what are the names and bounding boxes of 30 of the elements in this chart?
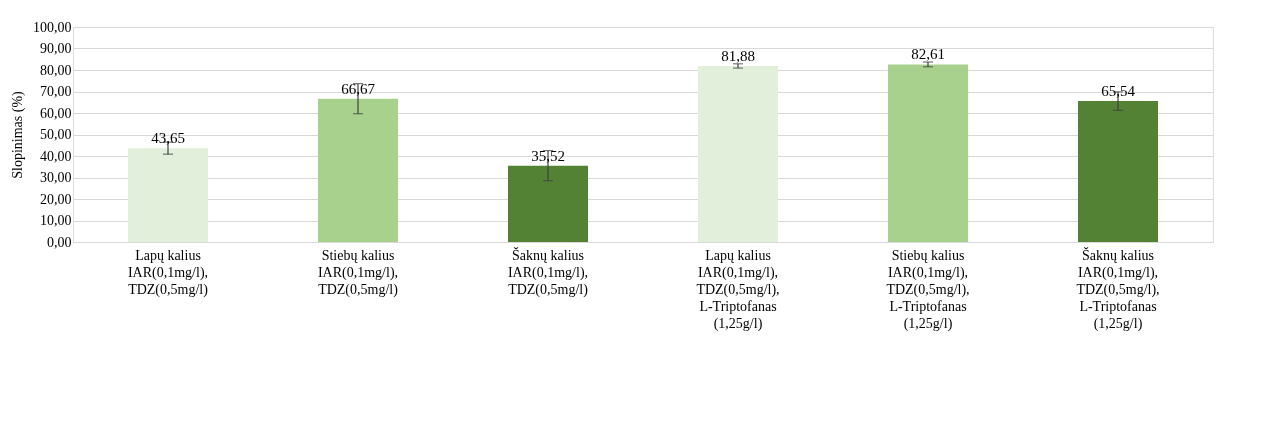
x-tick-label: Lapų kalius IAR(0,1mg/l), TDZ(0,5mg/l), L-Triptofanas (1,25g/l) — [696, 247, 780, 332]
data-label: 43,65 — [151, 130, 185, 147]
x-tick-label: Šaknų kalius IAR(0,1mg/l), TDZ(0,5mg/l) — [507, 246, 589, 298]
y-axis-title: Slopinimas (%) — [10, 90, 26, 179]
data-label: 66,67 — [341, 80, 376, 97]
bar — [1078, 101, 1158, 242]
bar — [888, 64, 968, 242]
y-tick-label: 90,00 — [40, 41, 72, 56]
x-tick-label: Lapų kalius IAR(0,1mg/l), TDZ(0,5mg/l) — [127, 247, 209, 298]
y-tick-label: 70,00 — [40, 84, 72, 99]
y-tick-label: 60,00 — [40, 105, 72, 121]
bar — [508, 165, 588, 242]
x-tick-label: Šaknų kalius IAR(0,1mg/l), TDZ(0,5mg/l), L-Triptofanas (1,25g/l) — [1076, 246, 1160, 332]
data-label: 35,52 — [531, 147, 565, 164]
y-tick-label: 100,00 — [33, 19, 72, 35]
y-tick-label: 40,00 — [40, 148, 72, 164]
y-tick-label: 0,00 — [47, 234, 72, 250]
bar — [318, 98, 398, 242]
data-label: 81,88 — [721, 47, 755, 64]
data-label: 82,61 — [911, 46, 945, 63]
y-tick-label: 10,00 — [40, 213, 72, 228]
bar — [698, 65, 778, 242]
y-tick-label: 50,00 — [40, 127, 72, 142]
y-tick-label: 30,00 — [40, 170, 72, 185]
x-tick-label: Stiebų kalius IAR(0,1mg/l), TDZ(0,5mg/l), L-Triptofanas (1,25g/l) — [886, 247, 970, 332]
bar — [128, 148, 208, 242]
y-tick-label: 20,00 — [40, 191, 72, 207]
x-tick-label: Stiebų kalius IAR(0,1mg/l), TDZ(0,5mg/l) — [317, 247, 399, 298]
y-tick-label: 80,00 — [40, 62, 72, 78]
data-label: 65,54 — [1101, 83, 1136, 100]
